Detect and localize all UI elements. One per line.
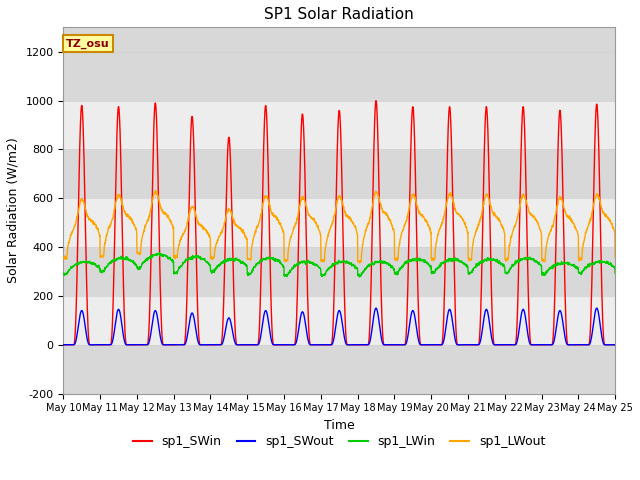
sp1_SWout	[367, 333, 375, 339]
sp1_SWin	[367, 282, 375, 288]
sp1_SWin	[578, 342, 586, 348]
sp1_LWin	[563, 261, 571, 266]
sp1_SWout	[500, 342, 508, 348]
sp1_LWout	[563, 212, 571, 218]
sp1_SWout	[578, 342, 586, 348]
sp1_SWin	[563, 332, 570, 338]
sp1_LWin	[611, 270, 619, 276]
sp1_LWin	[368, 262, 376, 267]
Bar	[63, 198, 615, 247]
sp1_LWin	[355, 274, 363, 280]
sp1_SWout	[563, 340, 570, 346]
sp1_LWin	[579, 268, 586, 274]
sp1_LWout	[611, 254, 619, 260]
sp1_SWout	[213, 342, 221, 348]
Line: sp1_LWin: sp1_LWin	[63, 252, 615, 277]
Title: SP1 Solar Radiation: SP1 Solar Radiation	[264, 7, 414, 22]
sp1_LWout	[500, 228, 508, 234]
sp1_LWout	[214, 237, 221, 243]
sp1_SWin	[213, 342, 221, 348]
sp1_LWin	[500, 262, 508, 268]
sp1_SWout	[355, 342, 363, 348]
Bar	[63, 100, 615, 149]
sp1_SWout	[593, 305, 600, 311]
sp1_LWout	[579, 251, 586, 256]
Text: TZ_osu: TZ_osu	[66, 38, 109, 48]
sp1_SWin	[611, 342, 619, 348]
sp1_SWin	[500, 342, 508, 348]
sp1_LWin	[156, 250, 163, 255]
sp1_LWin	[60, 271, 67, 276]
sp1_SWin	[60, 342, 67, 348]
Line: sp1_SWout: sp1_SWout	[63, 308, 615, 345]
Legend: sp1_SWin, sp1_SWout, sp1_LWin, sp1_LWout: sp1_SWin, sp1_SWout, sp1_LWin, sp1_LWout	[128, 430, 550, 453]
sp1_LWout	[60, 255, 67, 261]
X-axis label: Time: Time	[324, 419, 355, 432]
sp1_LWin	[214, 264, 221, 270]
sp1_SWin	[355, 342, 363, 348]
sp1_LWout	[152, 188, 159, 193]
sp1_SWin	[372, 98, 380, 104]
sp1_LWout	[368, 207, 376, 213]
sp1_SWout	[60, 342, 67, 348]
sp1_LWin	[356, 273, 364, 279]
Bar	[63, 296, 615, 345]
sp1_LWout	[355, 258, 363, 264]
sp1_SWout	[611, 342, 619, 348]
Line: sp1_SWin: sp1_SWin	[63, 101, 615, 345]
Line: sp1_LWout: sp1_LWout	[63, 191, 615, 263]
Y-axis label: Solar Radiation (W/m2): Solar Radiation (W/m2)	[7, 138, 20, 283]
sp1_LWout	[356, 260, 364, 266]
